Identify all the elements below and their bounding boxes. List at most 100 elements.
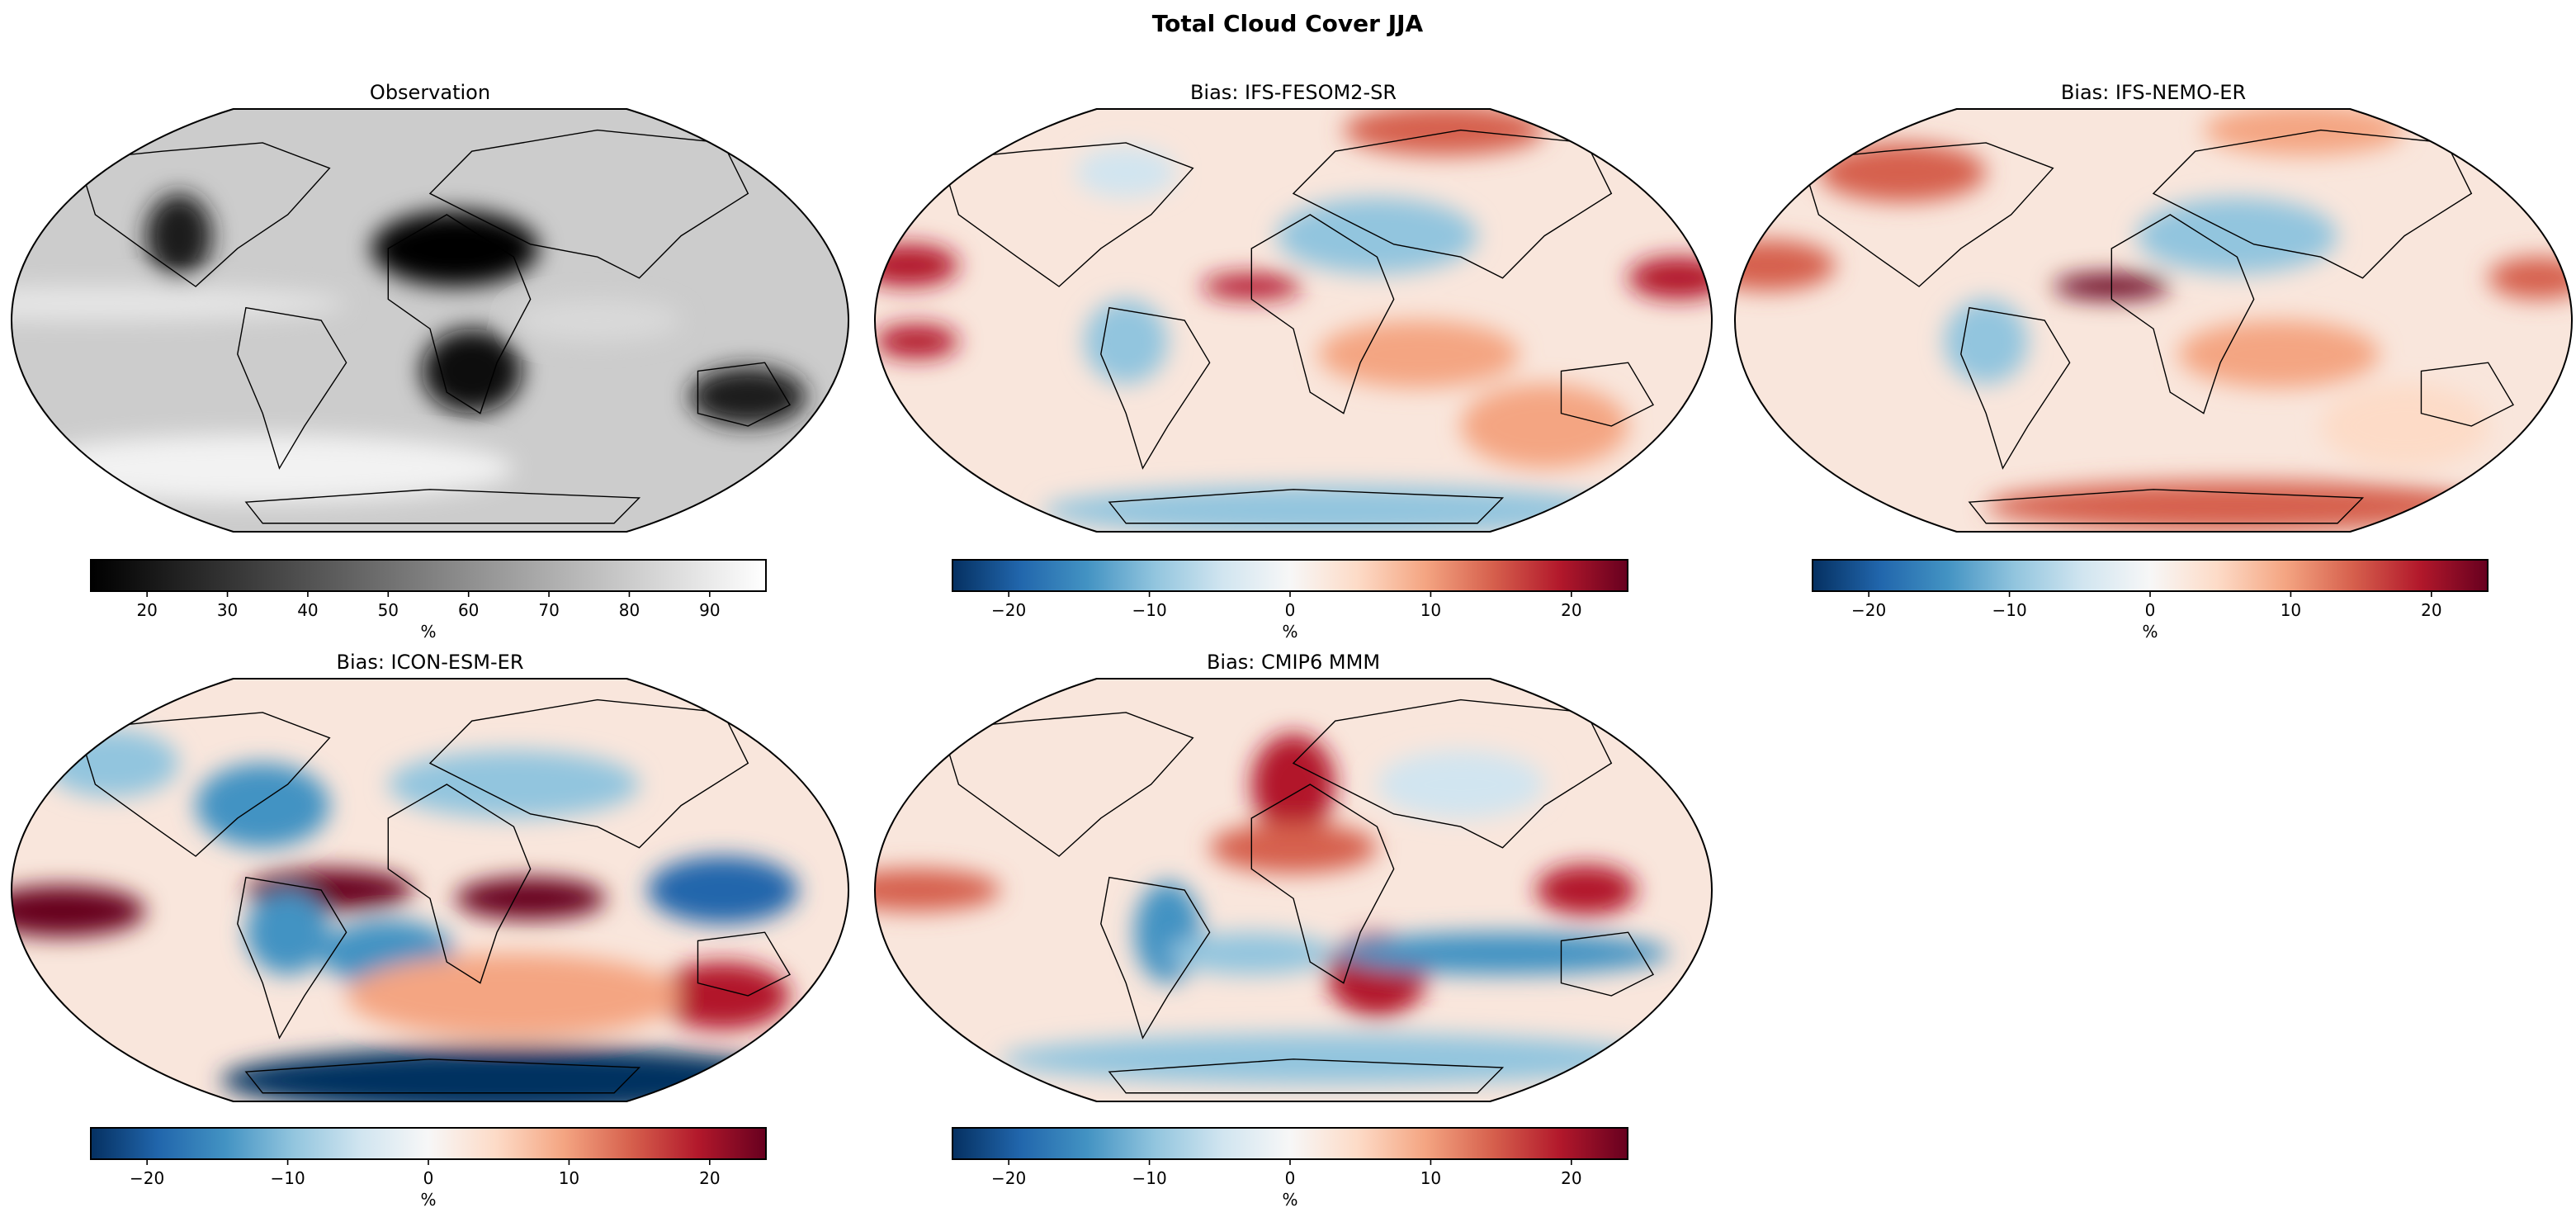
- colorbar-tick-label: 10: [1420, 600, 1441, 620]
- map-panel: Bias: ICON-ESM-ER −20 −10 0 10 20%: [10, 651, 850, 1210]
- colorbar-tick-label: 90: [699, 600, 720, 620]
- field-region: [12, 885, 146, 937]
- field-region: [1084, 299, 1168, 384]
- coastline: [697, 362, 792, 427]
- coastline: [1100, 306, 1211, 470]
- field-region: [1628, 257, 1712, 300]
- colorbar-tick-label: −10: [1132, 600, 1166, 620]
- field-region: [145, 193, 213, 278]
- colorbar-tick-label: 30: [217, 600, 238, 620]
- field-region: [2203, 109, 2405, 156]
- field-region: [647, 856, 799, 924]
- colorbar-tick-label: −20: [1851, 600, 1886, 620]
- map-field: [875, 109, 1712, 532]
- colorbar-label: %: [420, 1190, 436, 1210]
- colorbar: [90, 559, 767, 592]
- map-boundary: [873, 108, 1713, 533]
- coastline: [78, 712, 331, 857]
- field-region: [245, 890, 330, 975]
- field-region: [1460, 383, 1628, 469]
- panel-title: Observation: [370, 81, 490, 104]
- coastline: [1108, 489, 1505, 524]
- colorbar-label: %: [420, 622, 436, 642]
- colorbar-tick-label: 0: [1285, 600, 1296, 620]
- coastline: [2420, 362, 2515, 427]
- field-region: [455, 877, 606, 920]
- field-region: [1000, 1034, 1671, 1085]
- field-region: [689, 367, 807, 426]
- map-panel: Bias: IFS-NEMO-ER −20 −10 0 10 20%: [1733, 81, 2574, 642]
- colorbar-tick-label: 10: [1420, 1168, 1441, 1188]
- colorbar-tick-label: −20: [991, 1168, 1026, 1188]
- coastline: [78, 142, 331, 287]
- colorbar-tick-label: −10: [1132, 1168, 1166, 1188]
- coastline: [941, 712, 1194, 857]
- field-region: [513, 299, 682, 342]
- field-region: [1343, 109, 1545, 156]
- field-region: [1318, 320, 1520, 388]
- field-region: [12, 434, 514, 503]
- field-region: [388, 751, 640, 818]
- field-region: [875, 324, 959, 359]
- field-region: [1075, 147, 1177, 198]
- colorbar-tick-label: −20: [130, 1168, 164, 1188]
- coastline: [2110, 214, 2255, 414]
- map-boundary: [10, 678, 850, 1102]
- coastline: [244, 1058, 641, 1094]
- colorbar: [90, 1127, 767, 1160]
- colorbar-tick-label: 80: [619, 600, 640, 620]
- colorbar-tick-label: 20: [136, 600, 157, 620]
- field-region: [1209, 822, 1378, 874]
- colorbar-label: %: [1282, 1190, 1297, 1210]
- panel-title: Bias: IFS-FESOM2-SR: [1190, 81, 1397, 104]
- colorbar-tick-label: 10: [559, 1168, 579, 1188]
- field-region: [1377, 751, 1545, 818]
- colorbar-tick-label: −10: [270, 1168, 305, 1188]
- colorbar: [952, 559, 1628, 592]
- coastline: [1292, 698, 1613, 849]
- coastline: [387, 214, 532, 414]
- colorbar-label: %: [2142, 622, 2158, 642]
- colorbar-tick-label: 0: [423, 1168, 434, 1188]
- colorbar-tick-label: 40: [297, 600, 318, 620]
- panel-title: Bias: CMIP6 MMM: [1207, 651, 1380, 674]
- panel-title: Bias: IFS-NEMO-ER: [2061, 81, 2246, 104]
- colorbar-tick-label: 10: [2281, 600, 2301, 620]
- coastline: [697, 931, 792, 997]
- colorbar-tick-label: 70: [538, 600, 559, 620]
- coastline: [1560, 362, 1655, 427]
- colorbar: [1812, 559, 2489, 592]
- colorbar-label: %: [1282, 622, 1297, 642]
- field-region: [371, 210, 539, 287]
- field-region: [1335, 932, 1671, 975]
- map-panel: Bias: IFS-FESOM2-SR −20 −10 0 10 20%: [873, 81, 1713, 642]
- colorbar-tick-label: 0: [1285, 1168, 1296, 1188]
- map-boundary: [873, 678, 1713, 1102]
- coastline: [428, 698, 749, 849]
- coastline: [941, 142, 1194, 287]
- field-region: [875, 869, 1001, 912]
- coastline: [1100, 876, 1211, 1039]
- coastline: [1250, 214, 1395, 414]
- field-region: [1818, 142, 1987, 202]
- field-region: [346, 953, 682, 1039]
- map-boundary: [1733, 108, 2574, 533]
- field-region: [2178, 320, 2380, 388]
- field-region: [875, 244, 959, 287]
- map-field: [1735, 109, 2572, 532]
- field-region: [1536, 864, 1637, 916]
- field-region: [2320, 383, 2489, 469]
- figure-title: Total Cloud Cover JJA: [1152, 10, 1424, 37]
- field-region: [1251, 733, 1335, 836]
- coastline: [387, 784, 532, 984]
- colorbar-tick-label: 20: [1561, 1168, 1581, 1188]
- coastline: [1292, 129, 1613, 279]
- colorbar-tick-label: 50: [378, 600, 399, 620]
- field-region: [421, 329, 522, 414]
- field-region: [1735, 239, 1836, 291]
- coastline: [1801, 142, 2054, 287]
- map-field: [12, 109, 848, 532]
- field-region: [12, 286, 347, 320]
- coastline: [428, 129, 749, 279]
